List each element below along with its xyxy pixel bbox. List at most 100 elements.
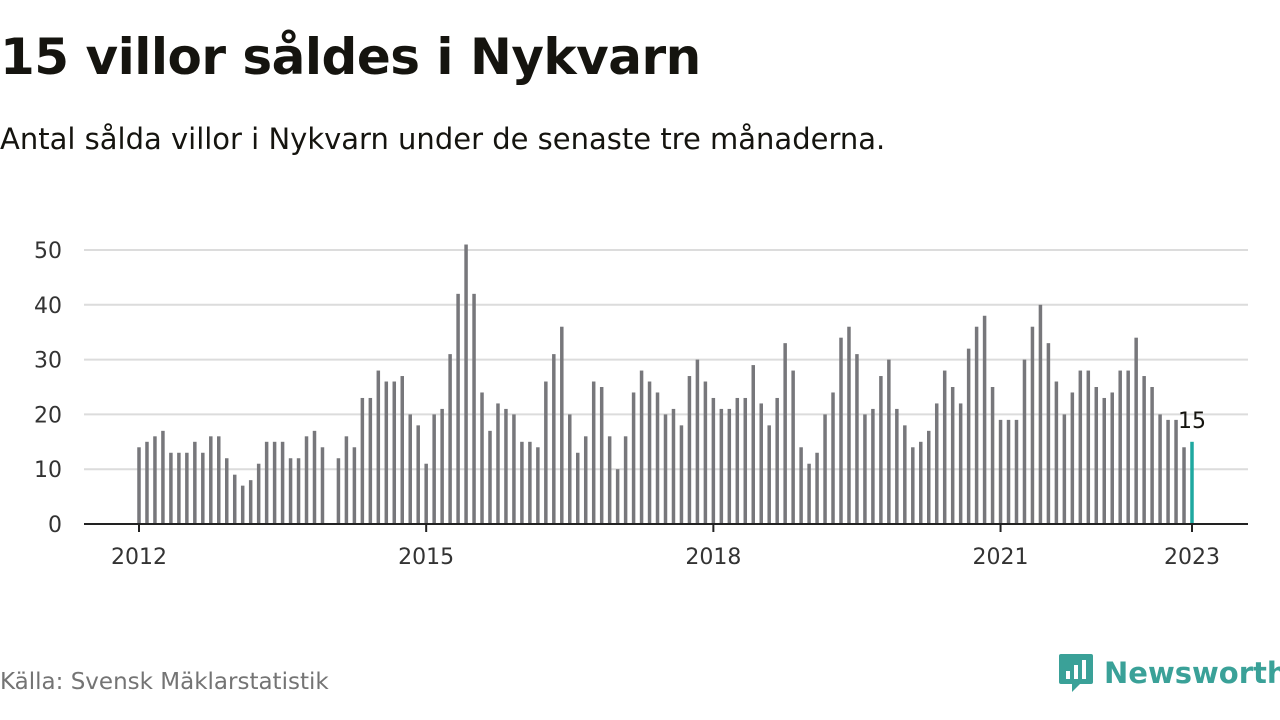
bar — [1150, 387, 1154, 524]
brand-name: Newsworthy — [1104, 656, 1280, 690]
bar — [1054, 381, 1059, 524]
y-tick-label: 50 — [34, 239, 62, 264]
bar — [695, 359, 700, 524]
bar — [942, 370, 947, 524]
bar — [392, 381, 397, 524]
bar — [990, 387, 995, 524]
bar — [903, 425, 907, 524]
y-tick-label: 20 — [34, 403, 62, 428]
bar — [161, 430, 165, 524]
y-tick-label: 40 — [34, 294, 62, 319]
bar — [855, 354, 859, 524]
bar — [1102, 397, 1106, 524]
bar — [815, 452, 819, 524]
bar — [312, 430, 317, 524]
bar — [201, 452, 205, 524]
bar — [919, 441, 923, 524]
bar — [496, 403, 500, 524]
bar — [647, 381, 652, 524]
bar — [927, 430, 931, 524]
bar — [1110, 392, 1114, 524]
bar — [879, 376, 883, 524]
bar — [256, 463, 261, 524]
bar — [1030, 326, 1035, 524]
bar — [1070, 392, 1075, 524]
bar — [153, 436, 157, 524]
bar — [488, 430, 492, 524]
bar — [1182, 447, 1186, 524]
bar — [248, 480, 253, 524]
bar — [703, 381, 708, 524]
bar — [288, 458, 293, 524]
chart-subtitle: Antal sålda villor i Nykvarn under de se… — [0, 122, 886, 156]
bar — [464, 244, 468, 524]
bar — [1134, 337, 1138, 524]
bar — [1142, 376, 1146, 524]
bar — [1086, 370, 1091, 524]
bar — [1078, 370, 1083, 524]
bar — [209, 436, 213, 524]
x-axis-ticks: 2012 2015 2018 2021 2023 — [111, 524, 1220, 570]
latest-value-label: 15 — [1178, 409, 1206, 434]
bar — [639, 370, 644, 524]
bar — [998, 419, 1003, 524]
bar — [408, 414, 412, 524]
bar — [472, 293, 476, 524]
bar — [137, 447, 141, 524]
bar — [958, 403, 963, 524]
bar — [193, 441, 197, 524]
bar — [544, 381, 548, 524]
bar — [887, 359, 891, 524]
bar — [1022, 359, 1027, 524]
bar — [799, 447, 803, 524]
bar — [240, 485, 245, 524]
y-axis-tick-labels: 0 10 20 30 40 50 — [34, 239, 62, 538]
bar — [934, 403, 939, 524]
bar — [456, 293, 460, 524]
bar — [791, 370, 795, 524]
y-tick-label: 10 — [34, 458, 62, 483]
bar — [591, 381, 596, 524]
x-tick-label: 2012 — [111, 545, 167, 570]
y-tick-label: 0 — [48, 513, 62, 538]
bar — [344, 436, 349, 524]
bar — [727, 408, 732, 524]
bar — [552, 354, 556, 524]
bar — [145, 441, 149, 524]
bar — [974, 326, 979, 524]
newsworthy-logo-icon — [1059, 654, 1093, 692]
bar — [568, 414, 572, 524]
chart-title: 15 villor såldes i Nykvarn — [0, 28, 701, 86]
bar — [1038, 304, 1043, 524]
bar — [384, 381, 389, 524]
bar — [232, 474, 237, 524]
bar — [360, 397, 365, 524]
bar — [376, 370, 381, 524]
bar — [1014, 419, 1019, 524]
bar — [950, 387, 955, 524]
bar — [807, 463, 811, 524]
bar — [687, 376, 692, 524]
bar — [536, 447, 540, 524]
bar — [911, 447, 915, 524]
x-tick-label: 2021 — [973, 545, 1029, 570]
bar — [751, 365, 755, 524]
bar — [671, 408, 676, 524]
bar — [615, 469, 620, 524]
bar — [512, 414, 516, 524]
bar — [1094, 387, 1099, 524]
brand-logo[interactable]: Newsworthy — [1058, 652, 1280, 694]
bar — [775, 397, 779, 524]
bar — [440, 408, 444, 524]
bar — [416, 425, 420, 524]
bar — [336, 458, 341, 524]
bar — [320, 447, 325, 524]
x-tick-label: 2015 — [398, 545, 454, 570]
bar — [759, 403, 763, 524]
bar — [520, 441, 524, 524]
x-tick-label: 2018 — [685, 545, 741, 570]
bar — [599, 387, 604, 524]
bar — [1190, 441, 1194, 524]
bars — [137, 244, 1194, 524]
bar — [225, 458, 229, 524]
